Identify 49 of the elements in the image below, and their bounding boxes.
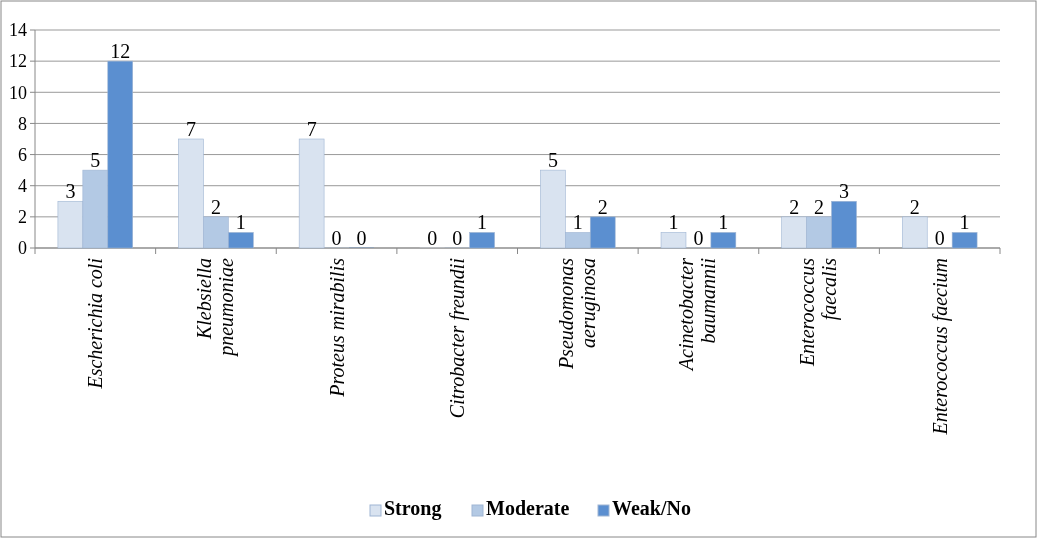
y-tick-label: 2 bbox=[18, 207, 27, 228]
data-label: 0 bbox=[693, 227, 704, 249]
data-label: 3 bbox=[838, 180, 849, 203]
x-tick-label: Escherichia coli bbox=[84, 258, 107, 390]
data-label: 1 bbox=[959, 211, 970, 234]
bar bbox=[469, 232, 495, 249]
data-label: 5 bbox=[90, 149, 101, 172]
data-label: 2 bbox=[909, 195, 920, 218]
data-label: 0 bbox=[331, 227, 342, 249]
y-tick-label: 4 bbox=[18, 176, 27, 197]
data-label: 3 bbox=[65, 180, 76, 203]
data-label: 2 bbox=[814, 195, 825, 218]
y-tick-label: 12 bbox=[9, 51, 27, 72]
x-tick-label: Pseudomonas aeruginosa bbox=[554, 257, 600, 371]
data-label: 7 bbox=[306, 118, 317, 140]
data-label: 1 bbox=[718, 211, 729, 234]
data-label: 12 bbox=[110, 40, 131, 63]
data-label: 2 bbox=[789, 195, 800, 218]
x-tick-label: Enterococcus faecium bbox=[928, 258, 952, 436]
data-label: 0 bbox=[356, 227, 367, 249]
data-label: 0 bbox=[452, 227, 463, 249]
bar bbox=[901, 216, 928, 249]
x-tick-label: Enterococcus faecalis bbox=[796, 257, 842, 368]
y-tick-label: 10 bbox=[9, 82, 27, 103]
data-label: 0 bbox=[427, 227, 438, 249]
bar bbox=[951, 232, 978, 249]
data-label: 1 bbox=[668, 211, 679, 234]
legend-label: Moderate bbox=[486, 497, 570, 519]
data-label: 1 bbox=[477, 211, 488, 234]
data-label: 1 bbox=[235, 211, 246, 234]
bar bbox=[710, 232, 737, 249]
data-label: 7 bbox=[186, 118, 197, 140]
bar bbox=[298, 138, 325, 249]
bar bbox=[660, 232, 687, 249]
data-label: 2 bbox=[210, 195, 221, 218]
data-label: 5 bbox=[547, 149, 558, 172]
data-label: 2 bbox=[597, 195, 608, 218]
x-tick-label: Klebsiella pneumoniae bbox=[192, 257, 238, 358]
x-tick-label: Proteus mirabilis bbox=[325, 257, 348, 398]
data-label: 0 bbox=[934, 227, 945, 249]
y-tick-label: 6 bbox=[18, 144, 27, 165]
data-label: 1 bbox=[572, 211, 583, 234]
x-tick-label: Acinetobacter baumannii bbox=[675, 257, 720, 373]
y-tick-label: 0 bbox=[18, 238, 27, 259]
legend-label: Weak/No bbox=[612, 497, 691, 519]
x-tick-label: Citrobacter freundii bbox=[446, 258, 470, 419]
y-tick-label: 14 bbox=[9, 20, 27, 41]
legend-label: Strong bbox=[384, 497, 442, 520]
y-tick-label: 8 bbox=[18, 113, 27, 134]
